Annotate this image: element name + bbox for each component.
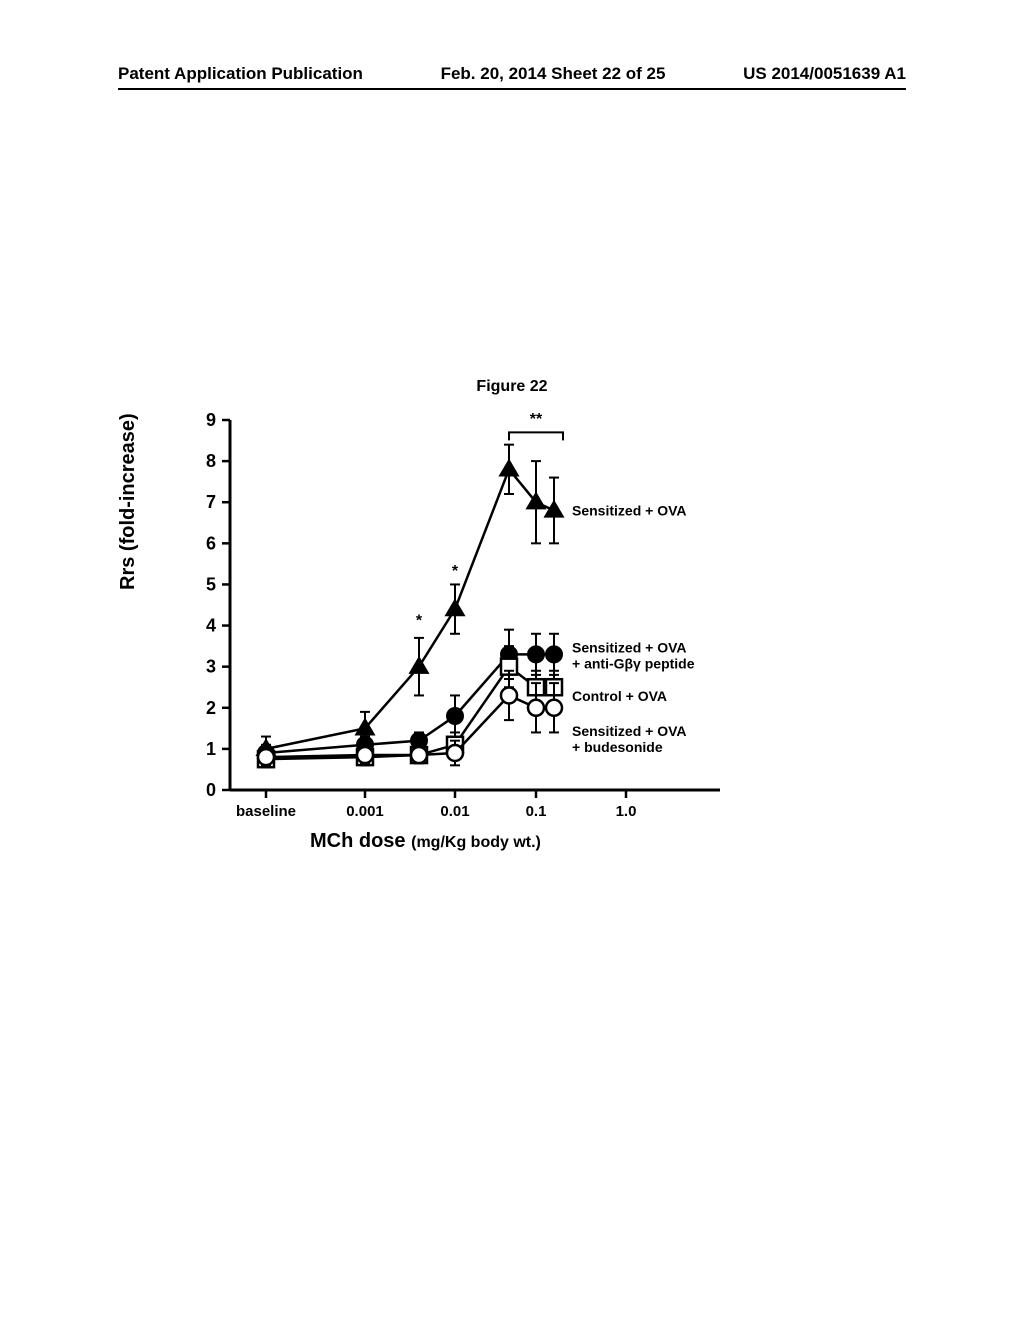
svg-text:Sensitized + OVA: Sensitized + OVA [572,723,687,739]
svg-text:Control + OVA: Control + OVA [572,688,667,704]
svg-text:Sensitized + OVA: Sensitized + OVA [572,639,687,655]
x-axis-main: MCh dose [310,830,406,852]
svg-text:0.01: 0.01 [440,803,469,820]
svg-text:9: 9 [206,410,216,430]
svg-text:8: 8 [206,451,216,471]
svg-text:*: * [452,563,459,580]
chart-svg: 0123456789baseline0.0010.010.11.0****Sen… [140,410,880,840]
svg-text:baseline: baseline [236,803,296,820]
figure-title: Figure 22 [0,378,1024,396]
svg-text:5: 5 [206,574,216,594]
svg-text:Sensitized + OVA: Sensitized + OVA [572,502,687,518]
header-left: Patent Application Publication [118,64,363,84]
x-axis-sub: (mg/Kg body wt.) [411,834,541,851]
header-right: US 2014/0051639 A1 [743,64,906,84]
header-center: Feb. 20, 2014 Sheet 22 of 25 [441,64,666,84]
svg-text:6: 6 [206,533,216,553]
y-axis-label: Rrs (fold-increase) [117,413,140,590]
svg-text:+ anti-Gβγ peptide: + anti-Gβγ peptide [572,655,695,671]
svg-text:2: 2 [206,698,216,718]
svg-text:7: 7 [206,492,216,512]
svg-text:0: 0 [206,780,216,800]
svg-text:3: 3 [206,657,216,677]
svg-text:**: ** [530,411,543,428]
patent-header: Patent Application Publication Feb. 20, … [0,64,1024,84]
header-rule [118,88,906,90]
x-axis-label: MCh dose (mg/Kg body wt.) [310,830,541,853]
svg-text:4: 4 [206,616,216,636]
svg-text:+ budesonide: + budesonide [572,739,663,755]
svg-text:*: * [416,613,423,630]
chart: 0123456789baseline0.0010.010.11.0****Sen… [140,410,880,840]
svg-text:1.0: 1.0 [616,803,637,820]
svg-text:1: 1 [206,739,216,759]
svg-text:0.001: 0.001 [346,803,384,820]
svg-text:0.1: 0.1 [526,803,547,820]
